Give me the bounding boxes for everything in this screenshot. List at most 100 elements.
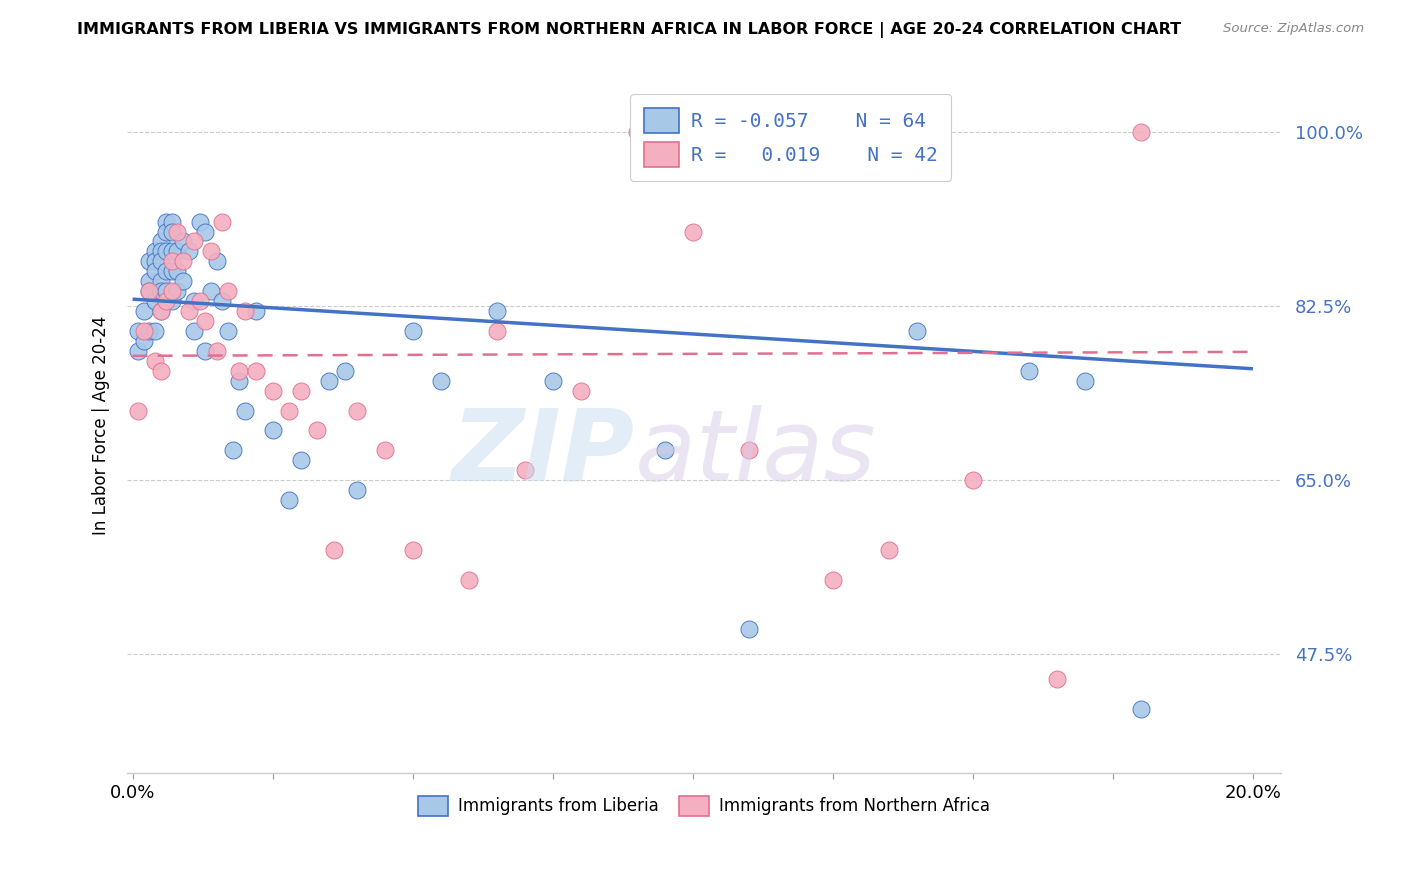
Point: [217, 324, 239, 338]
Point: [541, 374, 564, 388]
Point: [682, 225, 704, 239]
Point: [172, 254, 194, 268]
Point: [160, 225, 183, 239]
Point: [429, 374, 451, 388]
Point: [143, 324, 166, 338]
Point: [127, 324, 149, 338]
Point: [1074, 374, 1097, 388]
Point: [402, 324, 425, 338]
Point: [143, 353, 166, 368]
Point: [149, 364, 172, 378]
Point: [177, 304, 200, 318]
Point: [205, 254, 228, 268]
Point: [1129, 702, 1152, 716]
Point: [626, 125, 648, 139]
Point: [166, 225, 188, 239]
Point: [211, 294, 233, 309]
Point: [138, 284, 160, 298]
Point: [222, 443, 245, 458]
Point: [290, 453, 312, 467]
Point: [205, 343, 228, 358]
Point: [1129, 125, 1152, 139]
Point: [262, 424, 284, 438]
Text: Source: ZipAtlas.com: Source: ZipAtlas.com: [1223, 22, 1364, 36]
Point: [290, 384, 312, 398]
Point: [138, 324, 160, 338]
Point: [155, 214, 177, 228]
Point: [183, 324, 205, 338]
Point: [335, 364, 357, 378]
Point: [1018, 364, 1040, 378]
Point: [177, 244, 200, 259]
Point: [877, 542, 900, 557]
Point: [188, 294, 211, 309]
Point: [160, 244, 183, 259]
Point: [821, 573, 844, 587]
Point: [245, 364, 267, 378]
Point: [149, 304, 172, 318]
Point: [149, 244, 172, 259]
Point: [457, 573, 479, 587]
Point: [155, 264, 177, 278]
Point: [183, 235, 205, 249]
Point: [194, 314, 217, 328]
Point: [166, 264, 188, 278]
Point: [200, 284, 222, 298]
Point: [654, 443, 676, 458]
Point: [127, 403, 149, 417]
Point: [138, 274, 160, 288]
Point: [228, 374, 250, 388]
Point: [160, 264, 183, 278]
Point: [149, 274, 172, 288]
Point: [160, 214, 183, 228]
Point: [166, 284, 188, 298]
Point: [962, 473, 984, 487]
Point: [143, 294, 166, 309]
Point: [200, 244, 222, 259]
Point: [183, 294, 205, 309]
Point: [905, 324, 928, 338]
Point: [318, 374, 340, 388]
Point: [155, 244, 177, 259]
Point: [160, 284, 183, 298]
Legend: Immigrants from Liberia, Immigrants from Northern Africa: Immigrants from Liberia, Immigrants from…: [409, 788, 998, 824]
Point: [143, 244, 166, 259]
Point: [160, 294, 183, 309]
Y-axis label: In Labor Force | Age 20-24: In Labor Force | Age 20-24: [93, 316, 110, 535]
Point: [143, 254, 166, 268]
Point: [155, 284, 177, 298]
Point: [485, 304, 508, 318]
Point: [323, 542, 346, 557]
Point: [149, 254, 172, 268]
Point: [485, 324, 508, 338]
Point: [513, 463, 536, 477]
Point: [172, 274, 194, 288]
Point: [149, 235, 172, 249]
Point: [160, 254, 183, 268]
Point: [278, 493, 301, 508]
Point: [132, 324, 155, 338]
Point: [155, 225, 177, 239]
Point: [307, 424, 329, 438]
Point: [127, 343, 149, 358]
Point: [155, 294, 177, 309]
Point: [149, 304, 172, 318]
Point: [233, 403, 256, 417]
Point: [262, 384, 284, 398]
Text: ZIP: ZIP: [451, 405, 634, 502]
Point: [172, 235, 194, 249]
Point: [346, 483, 368, 497]
Point: [217, 284, 239, 298]
Point: [569, 384, 592, 398]
Point: [211, 214, 233, 228]
Point: [738, 622, 761, 636]
Point: [149, 284, 172, 298]
Point: [188, 214, 211, 228]
Point: [1046, 672, 1069, 686]
Point: [194, 225, 217, 239]
Point: [245, 304, 267, 318]
Point: [143, 264, 166, 278]
Point: [278, 403, 301, 417]
Point: [402, 542, 425, 557]
Point: [138, 284, 160, 298]
